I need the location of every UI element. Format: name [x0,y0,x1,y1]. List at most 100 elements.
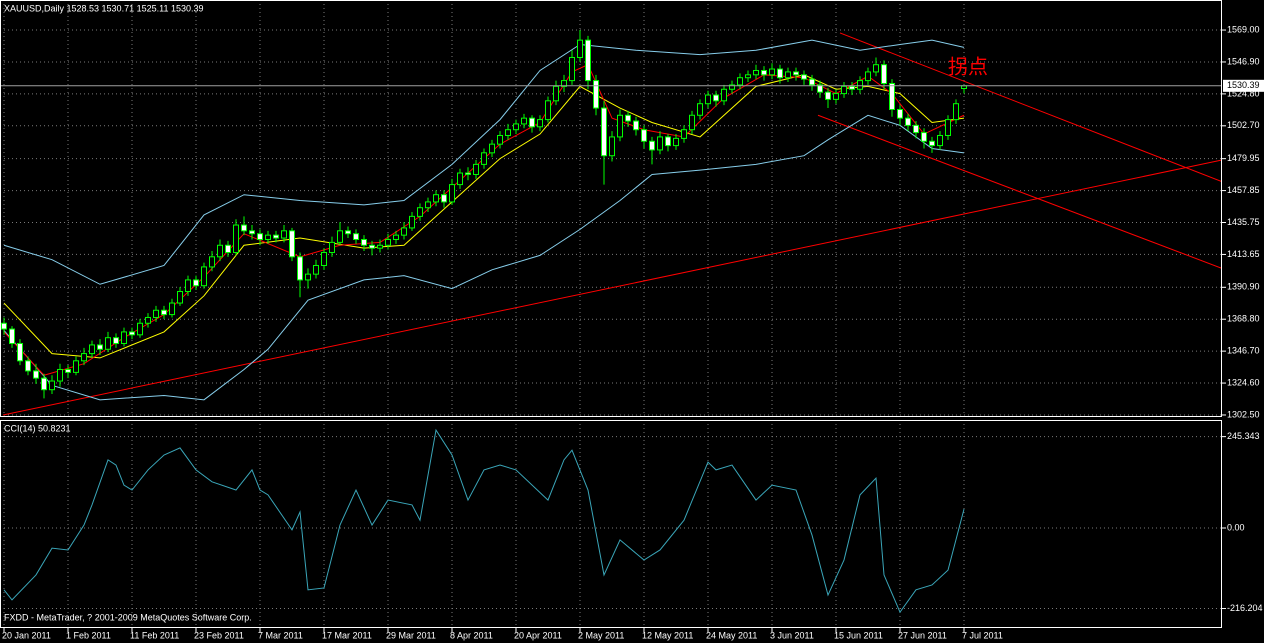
candle-body [1,322,7,330]
last-price-label: 1530.39 [1227,80,1260,90]
candle-body [585,39,591,82]
candle-body [881,64,887,84]
y-tick-label: 1346.70 [1227,346,1260,356]
candle-body [105,337,111,350]
candle-body [225,244,231,253]
candle-body [793,71,799,76]
candle-body [17,342,23,362]
candle-body [249,230,255,235]
candle-body [41,377,47,391]
candle-body [313,264,319,275]
y-tick-label: 1324.60 [1227,377,1260,387]
candle-body [889,82,895,110]
candle-body [65,368,71,373]
candle-body [577,39,583,58]
candle-body [241,224,247,232]
candle-body [537,119,543,128]
x-tick-label: 11 Feb 2011 [130,630,179,640]
candle-body [553,85,559,102]
x-tick-label: 29 Mar 2011 [386,630,436,640]
chart-title: XAUUSD,Daily 1528.53 1530.71 1525.11 153… [4,3,203,13]
candle-body [329,241,335,253]
x-tick-label: 24 May 2011 [706,630,757,640]
candle-body [449,184,455,203]
candle-body [465,172,471,175]
candle-body [745,74,751,79]
candle-body [457,172,463,186]
y-tick-label: 1502.70 [1227,120,1260,130]
candle-body [433,194,439,203]
candle-body [217,244,223,258]
x-tick-label: 7 Mar 2011 [258,630,303,640]
candle-body [929,140,935,147]
candle-body [97,344,103,350]
candle-body [873,64,879,73]
candle-body [385,238,391,246]
trend-line [817,114,1222,269]
candle-body [513,123,519,131]
candle-body [425,201,431,209]
candle-body [801,74,807,80]
candle-body [601,107,607,157]
candle-body [681,129,687,139]
candle-body [593,80,599,109]
candle-body [617,114,623,138]
candle-body [473,163,479,175]
candle-body [129,331,135,336]
candle-body [561,80,567,87]
candle-body [57,368,63,382]
footer-note: FXDD - MetaTrader, ? 2001-2009 MetaQuote… [4,612,252,622]
candle-body [409,215,415,229]
candle-body [177,290,183,304]
candle-body [265,234,271,240]
trend-line [839,32,1222,183]
candle-body [841,85,847,95]
candle-body [273,234,279,239]
candle-body [905,117,911,126]
candle-body [625,114,631,122]
candle-body [833,93,839,100]
indicator-title: CCI(14) 50.8231 [4,423,71,433]
candle-body [785,71,791,79]
candle-body [521,117,527,125]
candle-body [809,78,815,86]
x-tick-label: 20 Apr 2011 [514,630,562,640]
y-tick-label: 1435.75 [1227,217,1260,227]
x-tick-label: 12 May 2011 [642,630,693,640]
candle-body [497,134,503,145]
candle-body [689,114,695,131]
candle-body [913,124,919,134]
candles [1,30,1222,416]
candle-body [393,234,399,240]
candle-body [281,230,287,239]
candle-body [937,134,943,147]
x-tick-label: 17 Mar 2011 [322,630,372,640]
x-tick-label: 20 Jan 2011 [2,630,51,640]
candle-body [945,119,951,136]
y-tick-label: 245.343 [1227,431,1260,441]
y-tick-label: 1413.65 [1227,249,1260,259]
candle-body [49,380,55,391]
candle-body [849,85,855,90]
candle-body [305,273,311,281]
cci-panel-frame [0,420,1222,628]
candle-body [753,69,759,76]
candle-body [921,132,927,142]
last-price-box [1223,79,1264,92]
x-tick-label: 2 May 2011 [578,630,624,640]
candle-body [353,233,359,240]
overlay-line [3,114,965,401]
candle-body [489,143,495,154]
y-tick-label: 1524.80 [1227,88,1260,98]
candle-body [657,136,663,151]
price-panel-frame [0,0,1222,417]
y-tick-label: -216.204 [1227,603,1263,613]
y-tick-label: 1368.80 [1227,314,1260,324]
cci-line [3,428,965,614]
candle-body [569,56,575,82]
y-tick-label: 1546.90 [1227,56,1260,66]
x-tick-label: 23 Feb 2011 [194,630,244,640]
candle-body [857,80,863,90]
